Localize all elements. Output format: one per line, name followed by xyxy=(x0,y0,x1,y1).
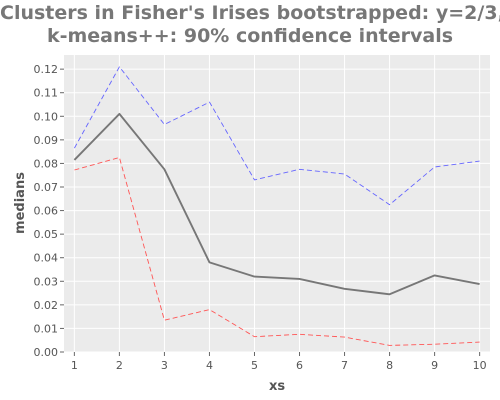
y-tick-label: 0.01 xyxy=(34,322,59,335)
plot-area xyxy=(64,55,490,352)
chart-title: Clusters in Fisher's Irises bootstrapped… xyxy=(0,2,500,48)
x-axis-ticks: 1 2 3 4 5 6 7 8 9 10 xyxy=(71,352,487,372)
x-tick-label: 8 xyxy=(386,359,393,372)
y-tick-label: 0.12 xyxy=(34,63,59,76)
series-lower-bound-line xyxy=(74,157,480,346)
x-tick-label: 6 xyxy=(296,359,303,372)
y-tick-label: 0.02 xyxy=(34,299,59,312)
series-lines xyxy=(73,66,480,346)
y-tick-label: 0.06 xyxy=(34,205,59,218)
x-tick-label: 9 xyxy=(431,359,438,372)
series-upper-bound-line xyxy=(74,66,480,206)
y-tick-label: 0.04 xyxy=(34,252,59,265)
x-axis-label: xs xyxy=(269,379,285,394)
x-tick-label: 10 xyxy=(473,359,487,372)
y-tick-label: 0.07 xyxy=(34,181,59,194)
x-tick-label: 3 xyxy=(161,359,168,372)
chart-title-line-1: Clusters in Fisher's Irises bootstrapped… xyxy=(0,2,500,24)
gridlines xyxy=(64,55,490,353)
y-tick-label: 0.00 xyxy=(34,346,59,359)
x-tick-label: 1 xyxy=(71,359,78,372)
y-tick-label: 0.09 xyxy=(34,134,59,147)
x-tick-label: 5 xyxy=(251,359,258,372)
x-tick-label: 7 xyxy=(341,359,348,372)
chart-title-line-2: k-means++: 90% confidence intervals xyxy=(46,25,454,47)
y-tick-label: 0.03 xyxy=(34,275,59,288)
y-tick-label: 0.10 xyxy=(34,110,59,123)
x-tick-label: 2 xyxy=(116,359,123,372)
y-axis-ticks: 0.00 0.01 0.02 0.03 0.04 0.05 0.06 0.07 0.08 0.09… xyxy=(34,63,64,359)
y-tick-label: 0.05 xyxy=(34,228,59,241)
series-median-line xyxy=(73,112,480,296)
x-tick-label: 4 xyxy=(206,359,213,372)
y-tick-label: 0.11 xyxy=(34,87,59,100)
y-axis-label: medians xyxy=(13,172,28,234)
y-tick-label: 0.08 xyxy=(34,157,59,170)
